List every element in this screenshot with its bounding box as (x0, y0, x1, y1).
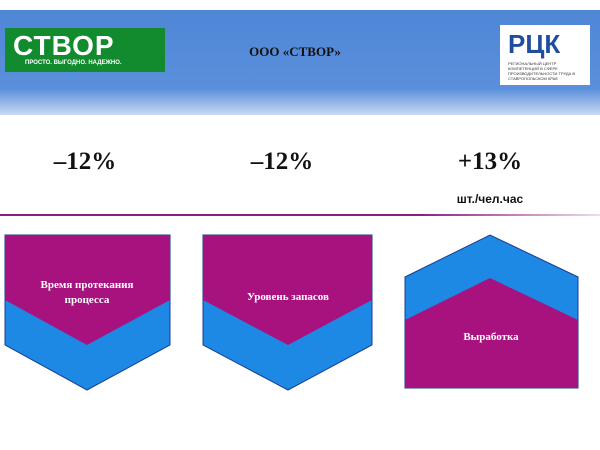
card-label-line: Время протекания (41, 279, 134, 291)
partner-logo: РЦК РЕГИОНАЛЬНЫЙ ЦЕНТР КОМПЕТЕНЦИЙ В СФЕ… (500, 25, 590, 85)
card-label: Уровень запасов (247, 291, 329, 303)
title: ООО «СТВОР» (249, 44, 341, 59)
card: Время протекания процесса (4, 234, 171, 391)
partner-logo-text: РЦК (508, 29, 561, 59)
metric-unit: шт./чел.час (456, 192, 524, 206)
logo-text: СТВОР (13, 30, 115, 61)
metric: –12% (250, 148, 314, 175)
card: Выработка (404, 234, 579, 389)
card-label-line: процесса (65, 294, 110, 306)
card-label: Время протекания процесса (41, 279, 134, 306)
partner-caption: РЕГИОНАЛЬНЫЙ ЦЕНТР КОМПЕТЕНЦИЙ В СФЕРЕ П… (508, 61, 576, 81)
metric: –12% (53, 148, 117, 175)
logo: СТВОР ПРОСТО. ВЫГОДНО. НАДЕЖНО. (5, 28, 165, 72)
divider (0, 214, 600, 216)
card-label: Выработка (463, 331, 519, 343)
logo-tagline: ПРОСТО. ВЫГОДНО. НАДЕЖНО. (25, 60, 122, 66)
metric: +13% (457, 148, 523, 175)
card: Уровень запасов (202, 234, 373, 391)
